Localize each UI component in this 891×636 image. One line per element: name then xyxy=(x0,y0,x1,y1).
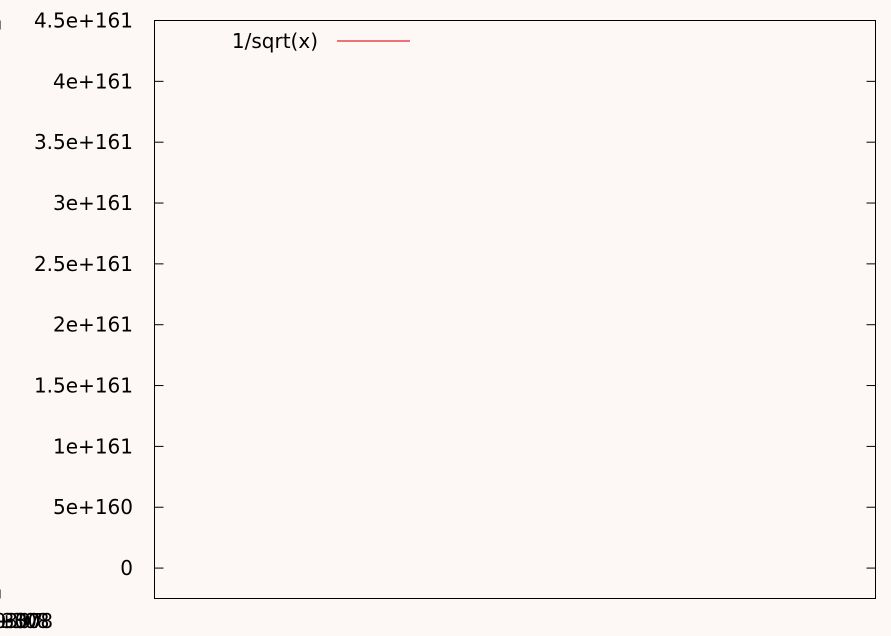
y-axis-ticks: 0 5e+160 1e+161 1.5e+161 2e+161 2.5e+161 3e+16… xyxy=(34,9,876,580)
y-tick-label: 4.5e+161 xyxy=(34,9,133,33)
y-tick-label: 1.5e+161 xyxy=(34,374,133,398)
y-tick-label: 3.5e+161 xyxy=(34,130,133,154)
x-tick-label: 1.5e+308 xyxy=(0,609,50,633)
x-axis-ticks: -1.5e+308-5e+30705e+3071.5e+308 xyxy=(0,20,53,633)
y-tick-label: 3e+161 xyxy=(53,191,133,215)
legend: 1/sqrt(x) xyxy=(232,29,410,53)
legend-label: 1/sqrt(x) xyxy=(232,29,318,53)
y-tick-label: 2.5e+161 xyxy=(34,252,133,276)
x-tick-label: 5e+307 xyxy=(0,609,40,633)
x-tick-label: -5e+307 xyxy=(0,609,44,633)
y-tick-label: 0 xyxy=(120,556,133,580)
x-tick-label: -1.5e+308 xyxy=(0,609,53,633)
y-tick-label: 2e+161 xyxy=(53,313,133,337)
y-tick-label: 1e+161 xyxy=(53,434,133,458)
y-tick-label: 5e+160 xyxy=(53,495,133,519)
plot-frame xyxy=(154,20,876,599)
y-tick-label: 4e+161 xyxy=(53,69,133,93)
x-tick-label: 0 xyxy=(0,609,6,633)
